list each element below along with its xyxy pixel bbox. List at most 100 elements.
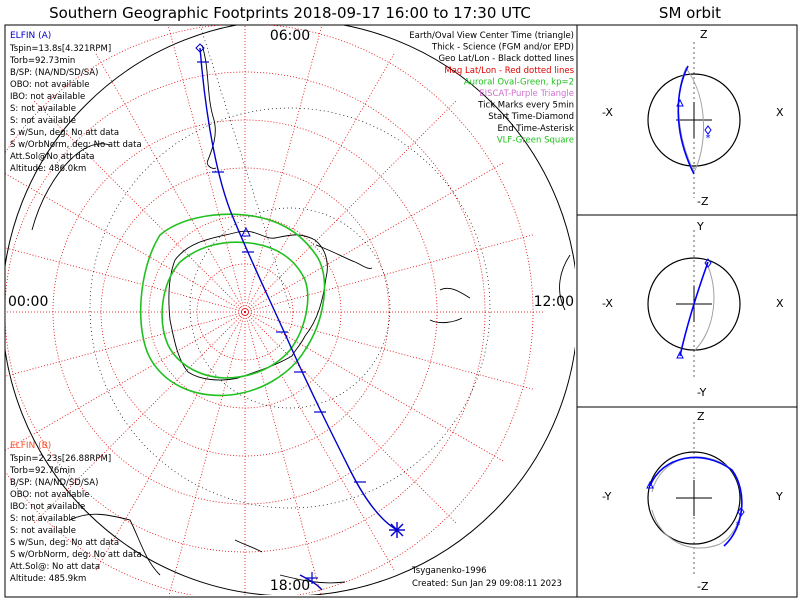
mag-meridian [167, 25, 246, 313]
sm-orbit-title: SM orbit [659, 4, 721, 22]
elfin-a-info-line: Att.Sol@No att data [10, 152, 94, 162]
mag-meridian [32, 311, 246, 525]
elfin-a-info-line: S w/OrbNorm, deg: No att data [10, 140, 142, 150]
nz-coast [234, 539, 263, 553]
elfin-b-info-line: Torb=92.76min [9, 466, 75, 476]
legend-entry: Auroral Oval-Green, kp=2 [464, 77, 574, 87]
elfin-b-asterisk [306, 572, 318, 584]
auroral-oval-inner [161, 241, 309, 379]
mag-meridian [244, 311, 506, 463]
mag-meridian [244, 25, 323, 313]
mlt-label-left: 00:00 [8, 294, 48, 310]
mag-meridian [5, 247, 246, 313]
elfin-a-info: Tspin=13.8s[4.321RPM] Torb=92.73min B/SP: … [9, 44, 142, 174]
elfin-b-info-line: IBO: not available [10, 502, 85, 512]
islands-east [429, 287, 471, 324]
svg-text:*: * [706, 133, 711, 144]
legend-entry: Mag Lat/Lon - Red dotted lines [444, 66, 574, 76]
legend-entry: Start Time-Diamond [488, 112, 574, 122]
sm1-top: Z [700, 28, 708, 41]
elfin-b-info-line: S: not available [10, 514, 76, 524]
geo-lat-circles [89, 107, 491, 509]
elfin-a-info-line: B/SP: (NA/ND/SD/SA) [10, 68, 98, 78]
mag-meridian [244, 161, 506, 313]
plot-title: Southern Geographic Footprints 2018-09-1… [49, 4, 531, 22]
sm-panel-2: Y -Y -X X [602, 220, 784, 399]
elfin-a-info-line: Torb=92.73min [9, 56, 75, 66]
end-asterisk [389, 522, 405, 538]
elfin-a-info-line: S: not available [10, 116, 76, 126]
legend-entry: VLF-Green Square [497, 135, 574, 145]
mag-meridian [244, 311, 396, 573]
elfin-b-track [299, 574, 323, 591]
sm2-right: X [776, 297, 784, 310]
australia-coast [69, 513, 161, 576]
legend-entry: Thick - Science (FGM and/or EPD) [431, 43, 574, 53]
mag-meridian [244, 99, 458, 313]
legend-entry: Earth/Oval View Center Time (triangle) [409, 31, 574, 41]
legend-entry: Tick Marks every 5min [477, 101, 574, 111]
mlt-label-right: 12:00 [534, 294, 574, 310]
elfin-a-info-line: IBO: not available [10, 92, 85, 102]
africa-coast [559, 254, 571, 311]
sm-panel-3-frame [576, 406, 798, 598]
coastlines [31, 44, 571, 584]
mag-meridian [168, 311, 246, 595]
sm3-right: Y [775, 490, 783, 503]
elfin-a-info-line: OBO: not available [10, 80, 89, 90]
mag-meridian [244, 311, 322, 595]
mag-meridian [94, 51, 246, 313]
south-america-coast [201, 44, 217, 169]
antarctica-coast [168, 230, 328, 381]
elfin-b-info-line: S: not available [10, 526, 76, 536]
mag-meridian [5, 311, 246, 452]
mag-meridian [32, 99, 246, 313]
svg-text:*: * [736, 520, 741, 531]
mag-meridian [244, 51, 396, 313]
elfin-b-info-line: Tspin=2.23s[26.88RPM] [9, 454, 111, 464]
elfin-b-info-line: S w/Sun, deg: No att data [10, 538, 119, 548]
created-label: Created: Sun Jan 29 09:08:11 2023 [412, 579, 562, 589]
sm1-right: X [776, 106, 784, 119]
sm-panel-1: * Z -Z -X X [602, 28, 784, 208]
sm3-bottom: -Z [697, 580, 709, 593]
sm1-bottom: -Z [697, 195, 709, 208]
mlt-label-top: 06:00 [270, 28, 310, 44]
sm2-bottom: -Y [697, 386, 707, 399]
sm3-top: Z [697, 410, 705, 423]
elfin-b-info: Tspin=2.23s[26.88RPM] Torb=92.76min B/SP: … [9, 454, 142, 584]
elfin-b-info-line: OBO: not available [10, 490, 89, 500]
mag-meridians [5, 25, 545, 595]
sm-panel-2-frame [576, 214, 798, 408]
antarctic-peninsula [315, 244, 373, 269]
elfin-b-info-line: S w/OrbNorm, deg: No att data [10, 550, 142, 560]
mag-meridian [244, 311, 535, 391]
elfin-a-info-line: S: not available [10, 104, 76, 114]
western-coast [31, 143, 111, 231]
mag-meridian [5, 311, 246, 377]
elfin-a-info-line: Altitude: 486.0km [10, 164, 86, 174]
elfin-a-ticks [197, 61, 366, 483]
auroral-ovals [139, 213, 326, 397]
mag-meridian [244, 233, 535, 313]
elfin-a-info-line: S w/Sun, deg: No att data [10, 128, 119, 138]
elfin-b-header: ELFIN (B) [10, 441, 51, 451]
sm1-left: -X [602, 106, 613, 119]
mlt-label-bottom: 18:00 [270, 578, 310, 594]
mag-meridian [244, 311, 458, 525]
view-center-triangle [241, 226, 251, 237]
mag-meridian [94, 311, 246, 573]
elfin-a-track [199, 47, 398, 531]
legend-entry: Geo Lat/Lon - Black dotted lines [438, 54, 574, 64]
auroral-oval-outer [139, 213, 326, 397]
geo-meridian [199, 25, 291, 309]
elfin-a-header: ELFIN (A) [10, 31, 51, 41]
legend-entry: EISCAT-Purple Triangle [479, 89, 574, 99]
legend: Earth/Oval View Center Time (triangle) Th… [409, 31, 574, 145]
elfin-b-info-line: Altitude: 485.9km [10, 574, 86, 584]
elfin-a-info-line: Tspin=13.8s[4.321RPM] [9, 44, 111, 54]
legend-entry: End Time-Asterisk [497, 124, 574, 134]
sm2-left: -X [602, 297, 613, 310]
elfin-b-info-line: B/SP: (NA/ND/SD/SA) [10, 478, 98, 488]
sm3-left: -Y [602, 490, 612, 503]
